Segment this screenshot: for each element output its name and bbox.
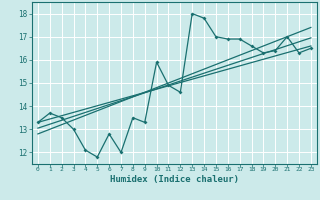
X-axis label: Humidex (Indice chaleur): Humidex (Indice chaleur) <box>110 175 239 184</box>
